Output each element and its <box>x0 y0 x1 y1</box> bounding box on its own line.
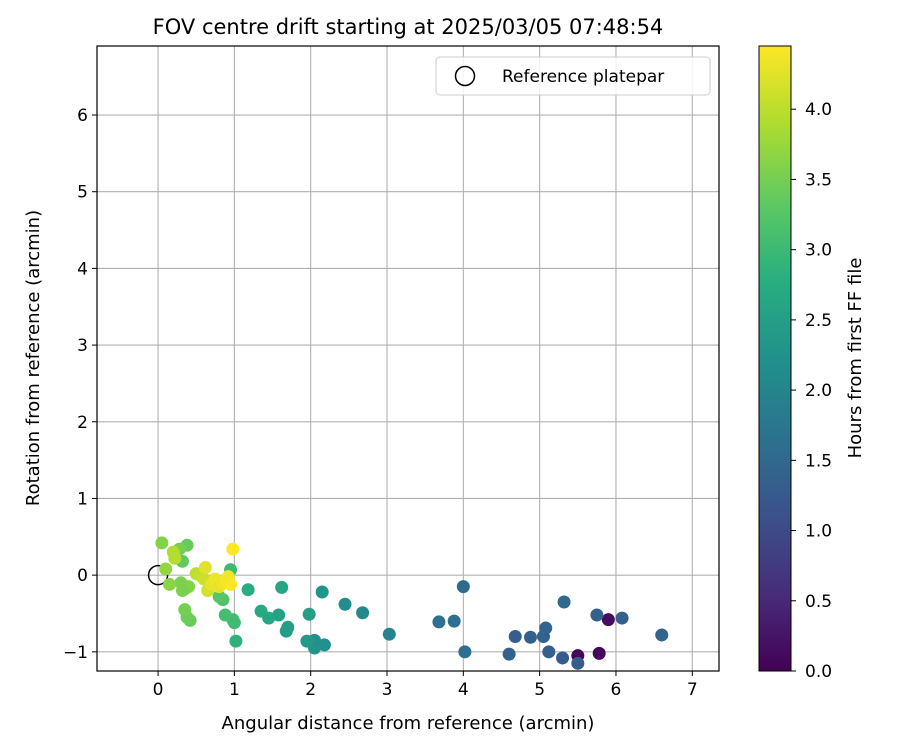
plot-frame <box>96 45 720 672</box>
colorbar-tick-label: 3.0 <box>805 241 832 261</box>
data-point <box>432 615 446 629</box>
data-point <box>198 560 212 574</box>
data-point <box>212 590 226 604</box>
colorbar-label: Hours from first FF file <box>845 258 866 459</box>
data-point <box>447 614 461 628</box>
colorbar-tick-label: 1.5 <box>805 451 832 471</box>
colorbar-tick-label: 1.0 <box>805 522 832 542</box>
x-tick-label: 1 <box>229 680 240 700</box>
data-point <box>523 630 537 644</box>
legend-reference-marker <box>454 65 476 87</box>
y-tick-label: 1 <box>77 489 88 509</box>
data-point <box>382 627 396 641</box>
data-point <box>175 583 189 597</box>
data-point <box>502 647 516 661</box>
legend-reference-label: Reference platepar <box>502 67 664 87</box>
data-point <box>338 597 352 611</box>
data-point <box>542 645 556 659</box>
y-tick-label: 5 <box>77 183 88 203</box>
data-point <box>224 577 238 591</box>
grid-lines <box>97 46 719 671</box>
y-tick-label: −1 <box>63 643 88 663</box>
colorbar-tick-label: 0.5 <box>805 592 832 612</box>
data-point <box>281 620 295 634</box>
data-point <box>508 629 522 643</box>
colorbar-tick-label: 2.5 <box>805 311 832 331</box>
y-tick-label: 0 <box>77 566 88 586</box>
colorbar-gradient <box>758 45 792 672</box>
data-point <box>315 585 329 599</box>
y-tick-label: 3 <box>77 336 88 356</box>
data-point <box>655 628 669 642</box>
x-tick-label: 5 <box>534 680 545 700</box>
data-point <box>300 634 314 648</box>
data-point <box>615 611 629 625</box>
x-tick-label: 0 <box>153 680 164 700</box>
x-tick-label: 6 <box>611 680 622 700</box>
data-point <box>590 608 604 622</box>
colorbar: 0.0 0.5 1.0 1.5 2.0 2.5 3.0 3.5 4.0 Hours from f… <box>758 45 866 682</box>
x-tick-label: 7 <box>687 680 698 700</box>
data-point <box>226 542 240 556</box>
data-point <box>229 634 243 648</box>
x-ticks: 0 1 2 3 4 5 6 7 <box>153 671 698 700</box>
data-point <box>557 595 571 609</box>
data-point <box>168 551 182 565</box>
colorbar-tick-label: 3.5 <box>805 170 832 190</box>
colorbar-tick-label: 4.0 <box>805 100 832 120</box>
colorbar-tick-label: 2.0 <box>805 381 832 401</box>
y-tick-label: 4 <box>77 259 88 279</box>
colorbar-tick-label: 0.0 <box>805 662 832 682</box>
data-point <box>592 646 606 660</box>
colorbar-ticks: 0.0 0.5 1.0 1.5 2.0 2.5 3.0 3.5 4.0 <box>791 100 832 682</box>
x-tick-label: 3 <box>382 680 393 700</box>
data-point <box>571 656 585 670</box>
data-point <box>536 629 550 643</box>
data-point <box>601 613 615 627</box>
data-point <box>155 536 169 550</box>
y-tick-label: 6 <box>77 106 88 126</box>
x-axis-label: Angular distance from reference (arcmin) <box>222 713 595 734</box>
data-point <box>275 580 289 594</box>
y-tick-label: 2 <box>77 413 88 433</box>
data-point <box>241 583 255 597</box>
x-tick-label: 4 <box>458 680 469 700</box>
data-point <box>272 608 286 622</box>
y-ticks: −1 0 1 2 3 4 5 6 <box>63 106 97 663</box>
data-point <box>456 580 470 594</box>
data-points <box>147 536 669 670</box>
data-point <box>317 638 331 652</box>
legend-box <box>435 56 711 96</box>
data-point <box>163 577 177 591</box>
data-point <box>254 604 268 618</box>
x-tick-label: 2 <box>305 680 316 700</box>
chart-title: FOV centre drift starting at 2025/03/05 … <box>153 15 664 39</box>
data-point <box>458 645 472 659</box>
legend: Reference platepar <box>435 56 711 96</box>
data-point <box>556 651 570 665</box>
y-axis-label: Rotation from reference (arcmin) <box>23 210 44 506</box>
data-point <box>302 607 316 621</box>
data-point <box>159 562 173 576</box>
data-point <box>218 608 232 622</box>
data-point <box>178 603 192 617</box>
data-point <box>356 606 370 620</box>
